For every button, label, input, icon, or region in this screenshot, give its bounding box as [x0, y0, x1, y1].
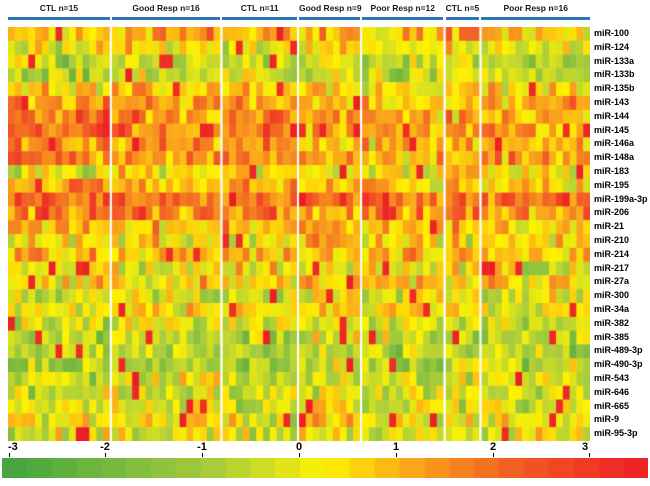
row-label: miR-206 [594, 207, 630, 218]
colorbar-tick-label: 2 [489, 441, 497, 453]
row-label: miR-124 [594, 41, 630, 52]
row-label-column: miR-100 miR-124 miR-133a miR-133b miR-135b mi… [594, 27, 650, 441]
row-label: miR-145 [594, 124, 630, 135]
row-label: miR-100 [594, 28, 630, 38]
row-label: miR-183 [594, 166, 630, 176]
colorbar-tickmark [299, 453, 300, 457]
row-label: miR-27a [594, 276, 630, 287]
group-label: Poor Resp n=12 [370, 3, 436, 13]
group-underline [111, 17, 221, 20]
group-underline [481, 17, 590, 20]
group-header-row: CTL n=15 Good Resp n=16 CTL n=11 Good Resp … [8, 0, 590, 26]
row-label: miR-9 [594, 414, 620, 425]
row-label: miR-382 [594, 317, 630, 328]
group-underline [222, 17, 297, 20]
group-underline [445, 17, 480, 20]
row-label: miR-665 [594, 400, 630, 411]
row-label: miR-133b [594, 69, 635, 80]
group-header-4: Poor Resp n=12 [362, 2, 444, 24]
row-label: miR-490-3p [594, 359, 643, 370]
row-label: miR-300 [594, 290, 630, 301]
group-label: Poor Resp n=16 [503, 3, 568, 13]
colorbar-tickmark [105, 453, 106, 457]
heatmap-canvas [8, 27, 590, 441]
row-label: miR-646 [594, 386, 630, 397]
group-header-2: CTL n=11 [222, 2, 297, 24]
row-label: miR-214 [594, 248, 630, 259]
row-label: miR-195 [594, 179, 630, 190]
group-label: CTL n=5 [445, 3, 480, 13]
colorbar-tickmark [396, 453, 397, 457]
group-underline [8, 17, 110, 20]
row-label: miR-199a-3p [594, 193, 648, 204]
row-label: miR-148a [594, 152, 635, 163]
group-label: CTL n=15 [39, 3, 79, 13]
group-label: Good Resp n=9 [299, 3, 362, 13]
colorbar-tickmark [493, 453, 494, 457]
colorbar-tick-label: -1 [197, 441, 207, 453]
colorbar-tickmark [9, 453, 10, 457]
row-label: miR-543 [594, 373, 630, 383]
row-label: miR-385 [594, 331, 630, 342]
group-header-1: Good Resp n=16 [111, 2, 221, 24]
group-underline [362, 17, 444, 20]
colorbar-tick-label: 1 [392, 441, 400, 453]
row-label: miR-146a [594, 138, 635, 149]
row-label: miR-133a [594, 55, 635, 66]
row-label: miR-144 [594, 110, 630, 121]
colorbar-tick-label: -3 [8, 441, 18, 453]
colorbar-tick-label: -2 [100, 441, 110, 453]
group-label: Good Resp n=16 [132, 3, 200, 13]
row-label: miR-95-3p [594, 428, 638, 439]
row-label: miR-489-3p [594, 345, 643, 356]
row-label: miR-210 [594, 235, 630, 245]
group-label: CTL n=11 [240, 3, 279, 13]
colorbar-tickmark [202, 453, 203, 457]
row-label: miR-143 [594, 97, 630, 107]
colorbar-tickmark [589, 453, 590, 457]
row-label: miR-21 [594, 221, 625, 232]
group-header-3: Good Resp n=9 [299, 2, 362, 24]
group-header-5: CTL n=5 [445, 2, 480, 24]
colorbar-tick-row: -3 -2 -1 0 1 2 3 [8, 442, 590, 457]
group-header-0: CTL n=15 [8, 2, 110, 24]
row-label: miR-217 [594, 262, 630, 273]
row-label: miR-34a [594, 304, 630, 314]
colorbar-tick-label: 3 [582, 441, 589, 453]
group-header-6: Poor Resp n=16 [481, 2, 590, 24]
group-underline [299, 17, 361, 20]
row-label: miR-135b [594, 83, 635, 94]
colorbar-tick-label: 0 [295, 441, 303, 453]
colorbar-canvas [2, 458, 648, 478]
